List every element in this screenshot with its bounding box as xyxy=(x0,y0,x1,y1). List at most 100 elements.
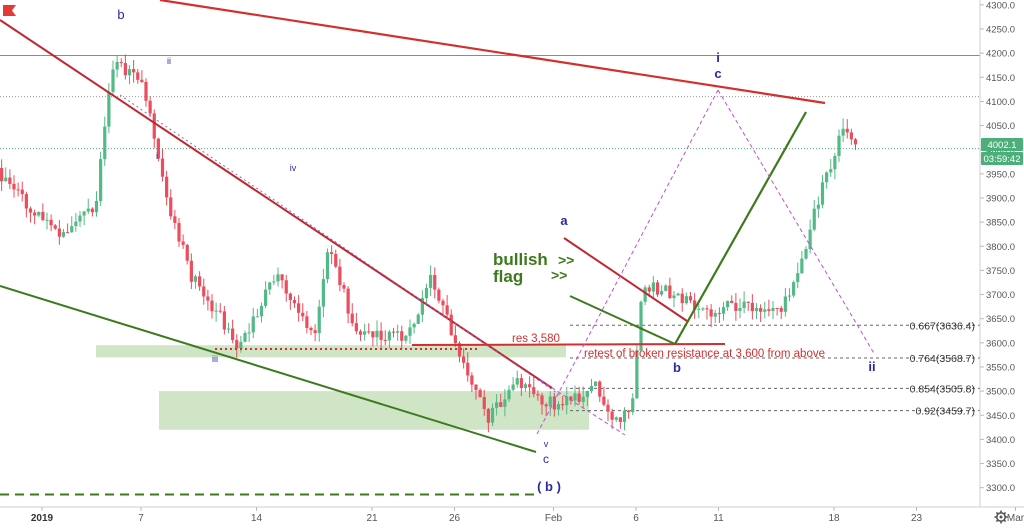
candle-body xyxy=(99,159,103,201)
candle-body xyxy=(74,221,78,227)
candle-body xyxy=(264,289,268,306)
y-tick-label: 3500.0 xyxy=(986,387,1015,398)
candle-body xyxy=(346,288,350,314)
wave-label-c-right: c xyxy=(714,66,721,81)
candle-body xyxy=(573,393,577,401)
candle-body xyxy=(53,225,57,229)
candle-body xyxy=(515,378,519,385)
candle-body xyxy=(523,384,528,388)
candle-body xyxy=(701,308,705,310)
candle-body xyxy=(313,330,317,334)
candle-body xyxy=(309,327,313,331)
trend-drawings xyxy=(0,0,876,453)
candle-body xyxy=(742,301,746,309)
candle-body xyxy=(280,274,284,281)
candle-body xyxy=(111,69,115,92)
candle-body xyxy=(812,208,816,230)
candle-body xyxy=(680,293,684,304)
flag-icon[interactable] xyxy=(3,5,16,16)
candle-body xyxy=(375,330,379,338)
y-tick-label: 3900.0 xyxy=(986,193,1015,204)
candle-body xyxy=(119,62,123,64)
y-tick-label: 3700.0 xyxy=(986,290,1015,301)
candle-body xyxy=(548,396,552,407)
candle-body xyxy=(466,362,470,376)
candle-body xyxy=(24,194,28,209)
y-tick-label: 4050.0 xyxy=(986,121,1015,132)
candle-body xyxy=(655,282,660,295)
candle-body xyxy=(243,332,247,342)
candle-body xyxy=(474,384,478,391)
candle-body xyxy=(499,402,503,407)
candle-body xyxy=(301,312,305,317)
candle-body xyxy=(66,232,70,234)
candle-body xyxy=(33,212,37,216)
fib-level-label: 0.92(3459.7) xyxy=(915,406,975,418)
candle-body xyxy=(511,384,515,390)
y-tick-label: 3850.0 xyxy=(986,218,1015,229)
candle-body xyxy=(78,215,82,222)
candle-body xyxy=(255,316,259,318)
candle-body xyxy=(206,296,210,301)
candle-body xyxy=(441,300,445,306)
candle-body xyxy=(297,303,301,313)
candle-body xyxy=(0,168,4,182)
candle-body xyxy=(94,200,99,213)
candle-body xyxy=(705,308,709,310)
candle-body xyxy=(647,287,651,292)
candle-body xyxy=(651,282,655,292)
candle-body xyxy=(132,69,136,73)
candle-body xyxy=(156,138,160,159)
candle-body xyxy=(829,169,833,173)
candle-body xyxy=(8,177,12,184)
candle-body xyxy=(622,410,627,422)
candle-body xyxy=(173,216,177,223)
y-tick-label: 3300.0 xyxy=(986,483,1015,494)
candle-body xyxy=(635,350,639,399)
candle-body xyxy=(746,301,750,303)
x-tick-label: 26 xyxy=(449,513,461,524)
x-tick-label: Mar xyxy=(1007,513,1024,524)
candle-body xyxy=(321,279,325,307)
candle-body xyxy=(350,313,354,324)
candle-body xyxy=(371,331,375,338)
candle-body xyxy=(787,295,792,297)
candle-body xyxy=(565,396,569,406)
candle-body xyxy=(4,177,8,182)
candle-body xyxy=(482,397,486,409)
y-tick-label: 4300.0 xyxy=(986,0,1015,11)
gear-icon[interactable] xyxy=(994,510,1008,524)
candle-body xyxy=(408,327,412,336)
candle-body xyxy=(726,300,730,308)
candle-body xyxy=(594,381,598,387)
candle-body xyxy=(697,308,701,310)
candle-body xyxy=(214,310,218,312)
candle-body xyxy=(160,158,165,177)
candle-body xyxy=(767,309,771,312)
candle-body xyxy=(12,183,16,190)
candle-body xyxy=(169,197,173,217)
projection-down-line xyxy=(717,89,876,356)
x-axis-ticks: 20197142126Feb6111823Mar611 xyxy=(31,507,1024,524)
candle-body xyxy=(354,323,358,332)
candle-body xyxy=(519,378,523,388)
candle-body xyxy=(457,343,462,357)
candle-body xyxy=(606,404,610,412)
candle-body xyxy=(70,226,74,233)
y-tick-label: 3450.0 xyxy=(986,411,1015,422)
candle-body xyxy=(235,340,239,349)
wave-label-c-bottom: c xyxy=(543,452,549,466)
wave-label-v: v xyxy=(544,439,549,449)
candle-body xyxy=(317,306,321,334)
candle-body xyxy=(713,313,717,317)
candle-body xyxy=(528,384,532,388)
candle-body xyxy=(643,287,647,302)
candle-body xyxy=(210,300,214,312)
candle-body xyxy=(259,305,264,317)
x-tick-label: 14 xyxy=(251,513,263,524)
dotted-channel-line xyxy=(119,94,561,396)
candle-body xyxy=(569,396,573,401)
y-tick-label: 3600.0 xyxy=(986,338,1015,349)
candle-body xyxy=(561,404,565,406)
candle-body xyxy=(305,316,309,328)
